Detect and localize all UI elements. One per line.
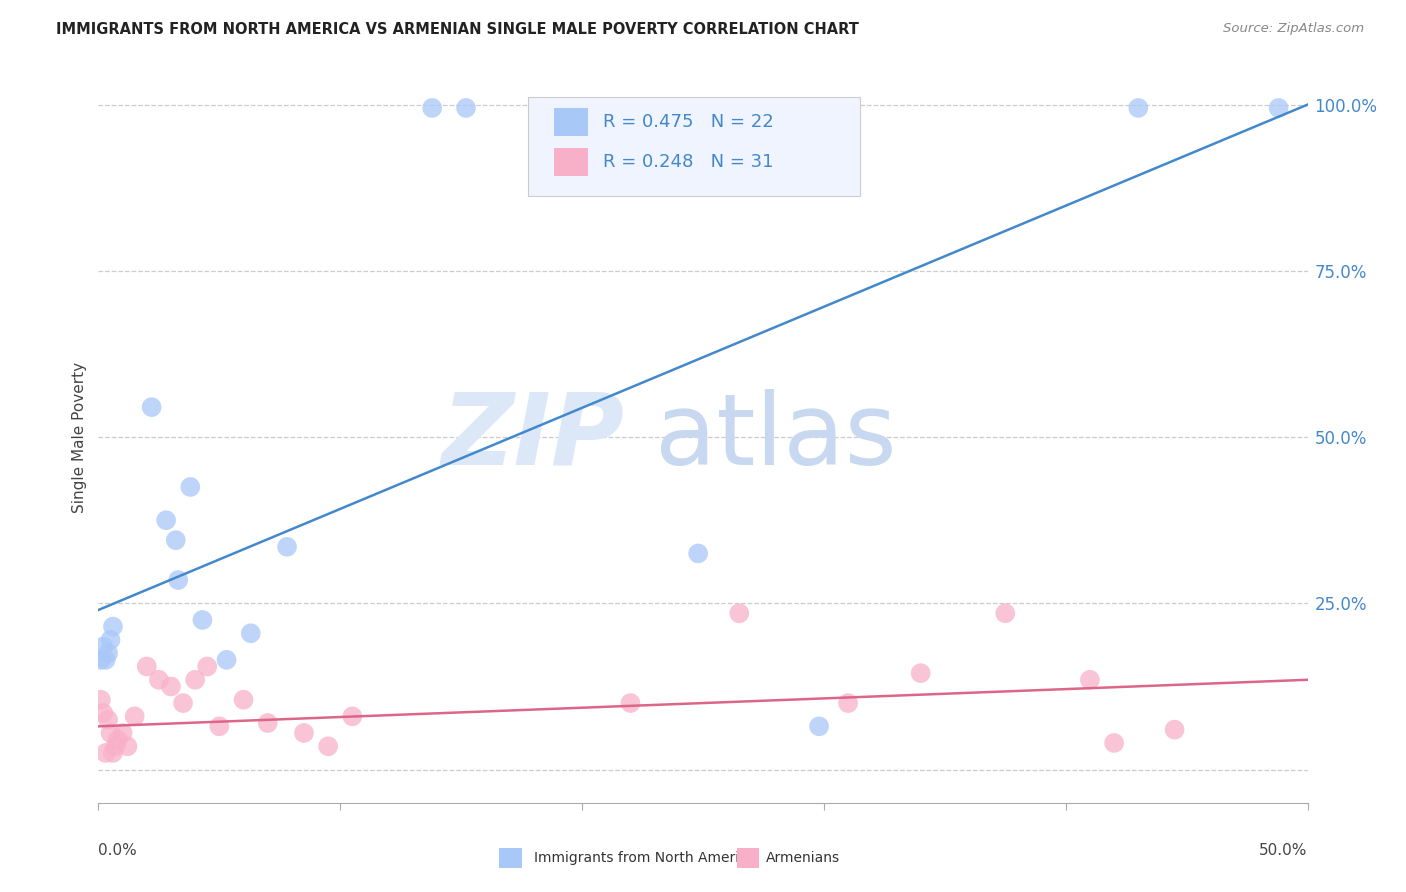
Point	[179, 480, 201, 494]
Point	[100, 632, 122, 647]
Text: R = 0.248   N = 31: R = 0.248 N = 31	[603, 153, 773, 171]
Point	[107, 732, 129, 747]
Point	[91, 640, 114, 654]
Point	[135, 659, 157, 673]
Point	[232, 692, 254, 706]
Point	[90, 653, 112, 667]
Point	[195, 659, 218, 673]
Point	[292, 726, 315, 740]
Point	[342, 709, 364, 723]
Point	[124, 709, 146, 723]
Point	[215, 653, 238, 667]
Point	[111, 726, 134, 740]
Text: Armenians: Armenians	[766, 851, 841, 865]
Text: R = 0.475   N = 22: R = 0.475 N = 22	[603, 113, 773, 131]
Point	[420, 101, 443, 115]
Point	[239, 626, 262, 640]
Point	[100, 726, 122, 740]
Point	[316, 739, 339, 754]
Point	[90, 692, 112, 706]
Point	[94, 746, 117, 760]
Point	[97, 713, 120, 727]
Point	[688, 546, 710, 560]
Text: IMMIGRANTS FROM NORTH AMERICA VS ARMENIAN SINGLE MALE POVERTY CORRELATION CHART: IMMIGRANTS FROM NORTH AMERICA VS ARMENIA…	[56, 22, 859, 37]
Point	[101, 619, 124, 633]
Point	[94, 653, 117, 667]
Point	[160, 680, 183, 694]
Point	[155, 513, 177, 527]
Point	[117, 739, 139, 754]
Point	[104, 739, 127, 754]
Point	[1267, 101, 1289, 115]
Text: ZIP: ZIP	[441, 389, 624, 485]
Point	[141, 400, 163, 414]
Point	[101, 746, 124, 760]
Point	[165, 533, 187, 548]
Point	[208, 719, 231, 733]
Point	[97, 646, 120, 660]
Point	[454, 101, 477, 115]
Point	[1078, 673, 1101, 687]
Point	[184, 673, 207, 687]
Point	[1128, 101, 1150, 115]
Point	[148, 673, 170, 687]
FancyBboxPatch shape	[554, 148, 588, 176]
Y-axis label: Single Male Poverty: Single Male Poverty	[72, 361, 87, 513]
FancyBboxPatch shape	[554, 109, 588, 136]
Point	[91, 706, 114, 720]
Text: Immigrants from North America: Immigrants from North America	[534, 851, 755, 865]
Text: 0.0%: 0.0%	[98, 843, 138, 858]
Point	[808, 719, 831, 733]
Point	[1102, 736, 1125, 750]
Point	[167, 573, 190, 587]
Text: atlas: atlas	[655, 389, 897, 485]
Text: 50.0%: 50.0%	[1260, 843, 1308, 858]
Point	[837, 696, 859, 710]
Point	[276, 540, 298, 554]
Point	[994, 607, 1017, 621]
Point	[191, 613, 214, 627]
Point	[728, 607, 751, 621]
Point	[172, 696, 194, 710]
Point	[1163, 723, 1185, 737]
Point	[256, 716, 278, 731]
Point	[619, 696, 641, 710]
Point	[614, 101, 637, 115]
Point	[910, 666, 932, 681]
FancyBboxPatch shape	[527, 97, 860, 195]
Text: Source: ZipAtlas.com: Source: ZipAtlas.com	[1223, 22, 1364, 36]
